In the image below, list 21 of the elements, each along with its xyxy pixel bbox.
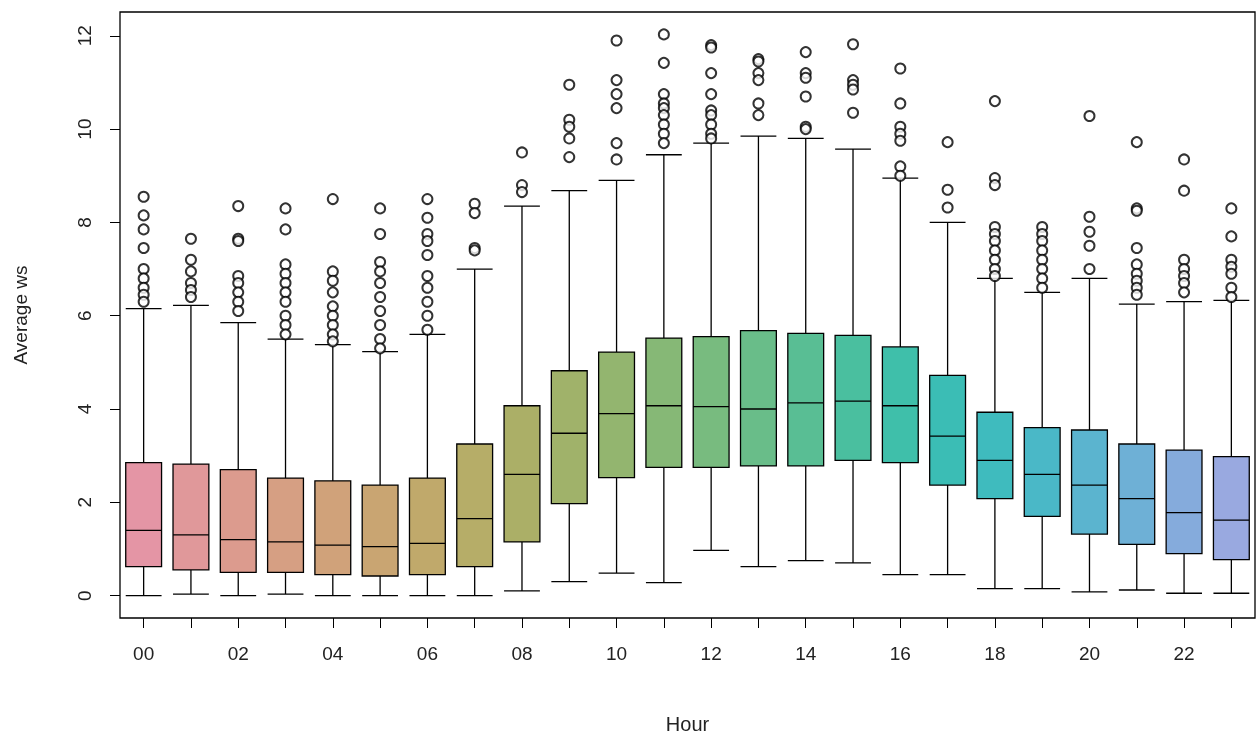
y-axis-title: Average ws (10, 265, 31, 365)
y-tick-label: 4 (74, 403, 95, 415)
x-tick-label: 20 (1078, 643, 1101, 664)
y-tick-label: 6 (74, 310, 95, 321)
x-tick-label: 02 (227, 643, 249, 664)
x-tick-label: 14 (795, 643, 817, 664)
y-tick-label: 0 (74, 590, 95, 601)
y-tick-label: 8 (74, 217, 95, 228)
x-tick-label: 16 (889, 643, 911, 664)
x-tick-label: 00 (133, 643, 155, 664)
x-tick-label: 22 (1173, 643, 1195, 664)
x-tick-label: 08 (511, 643, 533, 664)
y-tick-label: 10 (74, 118, 95, 140)
x-tick-label: 10 (605, 643, 628, 664)
y-tick-label: 12 (74, 25, 95, 47)
x-tick-label: 12 (700, 643, 722, 664)
x-axis-title: Hour (665, 713, 710, 734)
x-tick-label: 06 (416, 643, 438, 664)
x-tick-label: 04 (322, 643, 344, 664)
y-tick-label: 2 (74, 497, 95, 508)
x-tick-label: 18 (984, 643, 1006, 664)
